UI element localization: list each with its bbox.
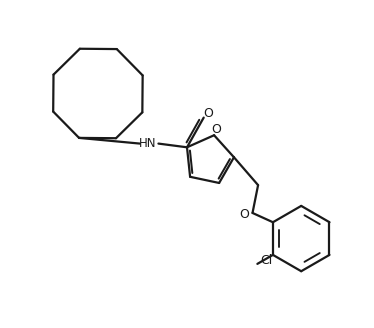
- Text: Cl: Cl: [260, 254, 273, 267]
- Text: O: O: [239, 208, 249, 221]
- Text: HN: HN: [139, 137, 157, 150]
- Text: O: O: [203, 107, 214, 120]
- Text: O: O: [211, 123, 221, 136]
